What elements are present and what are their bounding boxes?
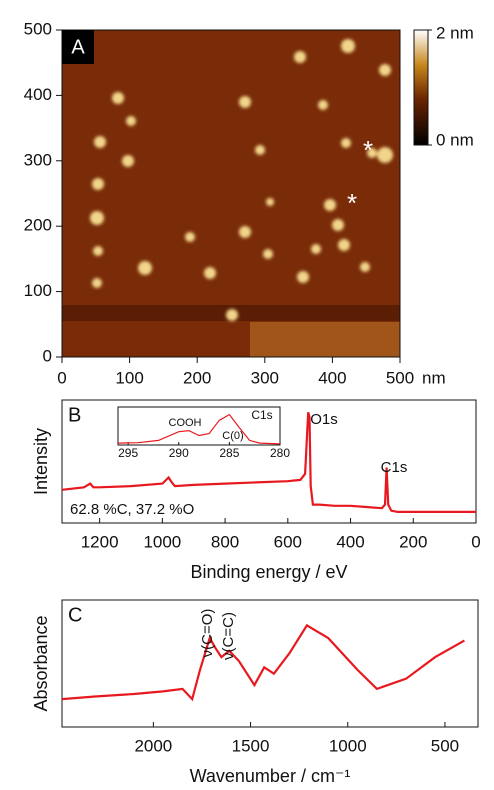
- x-tick-label: 280: [270, 446, 290, 460]
- x-tick-label: 400: [336, 532, 364, 551]
- figure: A 0 100 200 300 400 500 nm 0 100 200 300 400 500 2 nm 0…: [0, 0, 494, 790]
- annotation: C1s: [251, 408, 272, 422]
- x-tick-label: 200: [399, 532, 427, 551]
- annotation: C1s: [381, 459, 408, 476]
- y-axis-label: Intensity: [31, 428, 51, 495]
- y-tick-label: 300: [24, 150, 52, 169]
- x-tick-label: 500: [386, 368, 414, 387]
- x-axis-label: Binding energy / eV: [190, 562, 347, 582]
- panel-label: B: [68, 404, 81, 426]
- y-tick-label: 100: [24, 281, 52, 300]
- spectrum-line: [62, 625, 464, 699]
- annotation: *: [363, 135, 373, 165]
- y-axis-label: Absorbance: [31, 615, 51, 711]
- x-tick-label: 1500: [232, 736, 270, 755]
- annotation: O1s: [310, 411, 338, 428]
- annotation: C(0): [222, 430, 243, 442]
- x-tick-label: 300: [251, 368, 279, 387]
- x-tick-label: 100: [115, 368, 143, 387]
- x-tick-label: 295: [118, 446, 138, 460]
- x-tick-label: 0: [57, 368, 66, 387]
- frame: [62, 600, 478, 727]
- x-unit: nm: [422, 368, 446, 387]
- x-tick-label: 600: [274, 532, 302, 551]
- y-tick-label: 0: [43, 346, 52, 365]
- x-tick-label: 0: [471, 532, 480, 551]
- annotation: ν(C=C): [220, 612, 237, 660]
- annotation: COOH: [169, 417, 202, 429]
- colorbar: [414, 30, 428, 145]
- x-tick-label: 2000: [134, 736, 172, 755]
- x-tick-label: 1200: [81, 532, 119, 551]
- y-tick-label: 200: [24, 216, 52, 235]
- x-tick-label: 1000: [143, 532, 181, 551]
- x-tick-label: 285: [219, 446, 239, 460]
- x-tick-label: 500: [431, 736, 459, 755]
- x-axis-label: Wavenumber / cm⁻¹: [190, 766, 351, 786]
- panel-label: A: [71, 36, 85, 58]
- x-tick-label: 290: [169, 446, 189, 460]
- x-tick-label: 1000: [329, 736, 367, 755]
- x-tick-label: 800: [211, 532, 239, 551]
- colorbar-label: 0 nm: [436, 130, 474, 149]
- annotation: *: [347, 188, 357, 218]
- x-tick-label: 400: [318, 368, 346, 387]
- y-tick-label: 500: [24, 19, 52, 38]
- y-tick-label: 400: [24, 85, 52, 104]
- annotation: ν(C=O): [199, 609, 216, 658]
- annotation: 62.8 %C, 37.2 %O: [70, 501, 194, 518]
- x-tick-label: 200: [183, 368, 211, 387]
- colorbar-label: 2 nm: [436, 23, 474, 42]
- panel-label: C: [68, 604, 82, 626]
